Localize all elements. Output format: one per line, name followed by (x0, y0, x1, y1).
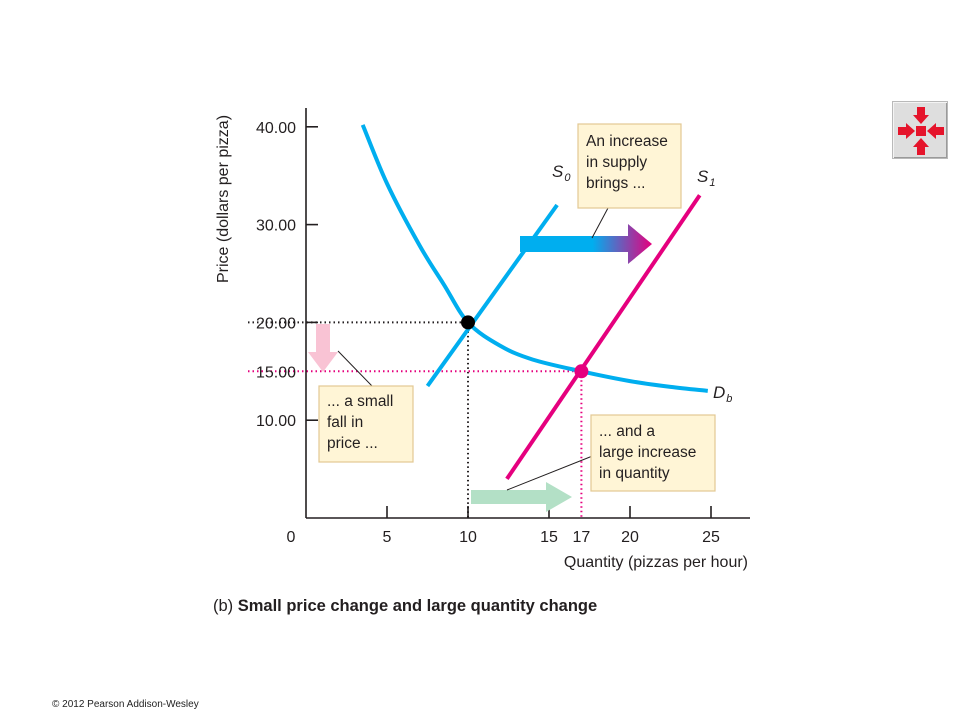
curve-s0 (425, 203, 559, 388)
x-tick-label: 17 (573, 529, 591, 546)
y-tick-label: 10.00 (256, 413, 296, 430)
callout-leader-small-fall-in-price (337, 350, 373, 387)
price-fall-arrow (308, 324, 338, 372)
equilibrium-point-1 (574, 364, 589, 379)
x-tick-label: 20 (621, 529, 639, 546)
callout-leader-increase-in-supply (591, 207, 609, 239)
quantity-increase-arrow (471, 482, 572, 512)
callout-leader-large-increase-in-quantity (506, 454, 596, 491)
figure-caption-title: Small price change and large quantity ch… (238, 597, 597, 615)
callout-text-line: fall in (327, 414, 363, 431)
callout-text-line: An increase (586, 133, 668, 150)
callout-text-line: in supply (586, 154, 647, 171)
callout-box-small-fall-in-price (318, 385, 414, 463)
nav-collapse-button[interactable] (892, 101, 948, 159)
curve-label-subscript: 1 (709, 177, 715, 189)
curve-label-s1: S1 (697, 167, 715, 189)
callout-box-increase-in-supply (577, 123, 682, 209)
callout-text-line: ... and a (599, 423, 655, 440)
callout-text-line: in quantity (599, 465, 670, 482)
callout-text-line: ... a small (327, 393, 393, 410)
callout-text-line: large increase (599, 444, 696, 461)
curve-label-subscript: b (726, 393, 732, 405)
y-tick-label: 15.00 (256, 364, 296, 381)
x-tick-label: 0 (287, 529, 296, 546)
curve-label-s0: S0 (552, 162, 571, 184)
curve-label-subscript: 0 (564, 172, 571, 184)
y-tick-label: 20.00 (256, 315, 296, 332)
nav-icon-arrow (898, 123, 915, 139)
x-axis-title: Quantity (pizzas per hour) (564, 554, 748, 571)
nav-icon-center (916, 126, 926, 136)
figure-caption-tag: (b) (213, 597, 238, 615)
callout-text-line: price ... (327, 435, 378, 452)
x-tick-label: 15 (540, 529, 558, 546)
equilibrium-point-0 (461, 315, 475, 330)
copyright-notice: © 2012 Pearson Addison-Wesley (52, 699, 199, 710)
x-tick-label: 10 (459, 529, 477, 546)
callout-text-line: brings ... (586, 175, 645, 192)
nav-icon-arrow (913, 107, 929, 124)
curve-db (360, 124, 709, 393)
callout-box-large-increase-in-quantity (590, 414, 716, 492)
curve-label-db: Db (713, 383, 732, 405)
figure-caption: (b) Small price change and large quantit… (213, 597, 597, 615)
supply-shift-arrow (520, 224, 652, 264)
x-tick-label: 5 (383, 529, 392, 546)
curve-s1 (505, 194, 702, 481)
nav-icon-arrow (927, 123, 944, 139)
nav-icon-arrow (913, 138, 929, 155)
y-tick-label: 30.00 (256, 218, 296, 235)
collapse-arrows-icon (898, 107, 944, 155)
y-axis-title: Price (dollars per pizza) (215, 115, 232, 283)
y-tick-label: 40.00 (256, 120, 296, 137)
x-tick-label: 25 (702, 529, 720, 546)
